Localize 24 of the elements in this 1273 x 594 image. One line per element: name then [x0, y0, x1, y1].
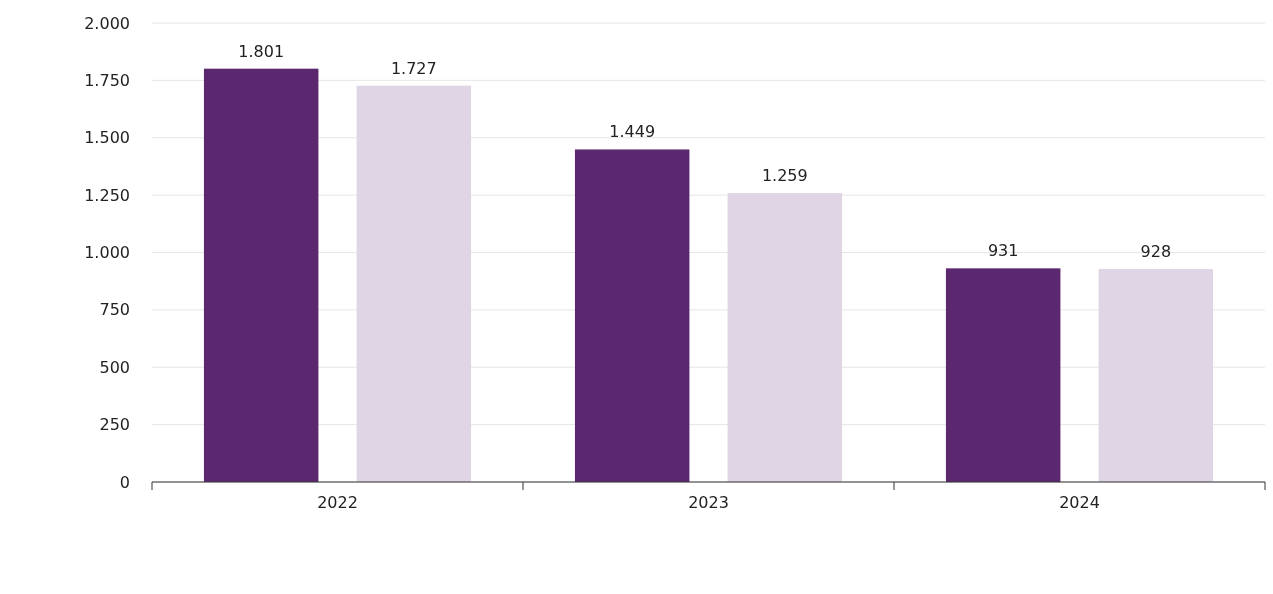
bar — [574, 149, 690, 482]
y-tick-label: 0 — [119, 472, 130, 492]
y-tick-label: 1.750 — [84, 70, 130, 90]
y-tick-label: 1.500 — [84, 128, 130, 148]
bar — [945, 268, 1061, 482]
bar — [1098, 269, 1214, 482]
data-label: 928 — [1140, 242, 1172, 262]
bar — [356, 85, 472, 482]
y-tick-label: 2.000 — [84, 13, 130, 33]
bar — [727, 193, 843, 482]
y-tick-label: 750 — [99, 300, 130, 320]
bar — [203, 68, 319, 482]
y-tick-label: 1.000 — [84, 243, 130, 263]
data-label: 1.727 — [390, 58, 437, 78]
x-tick-label: 2023 — [688, 493, 729, 512]
x-tick-label: 2022 — [317, 493, 358, 512]
y-tick-label: 250 — [99, 415, 130, 435]
data-label: 1.259 — [761, 166, 808, 186]
data-label: 1.449 — [609, 122, 656, 142]
data-label: 931 — [987, 241, 1019, 261]
x-tick-label: 2024 — [1059, 493, 1100, 512]
data-label: 1.801 — [238, 41, 285, 61]
y-tick-label: 500 — [99, 357, 130, 377]
y-tick-label: 1.250 — [84, 185, 130, 205]
